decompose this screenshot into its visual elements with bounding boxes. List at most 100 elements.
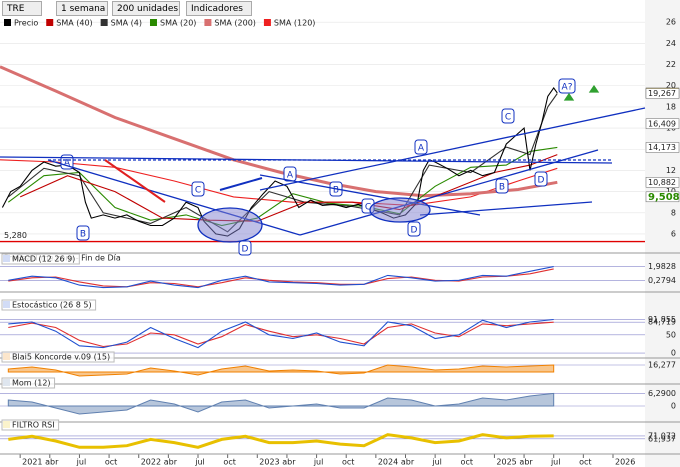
annotation: D (411, 226, 418, 236)
annotation-box (501, 108, 515, 124)
x-tick-label: jul (313, 458, 324, 467)
y-tick-label: 10 (666, 187, 676, 196)
y-tick-label: 24 (666, 39, 676, 48)
annotation: D (538, 176, 545, 186)
series-line (8, 318, 554, 349)
price-tag (645, 88, 680, 99)
y-tick-label: 61,937 (648, 434, 676, 443)
y-tick-label: 20 (666, 81, 676, 90)
annotation-box (414, 139, 428, 155)
period-select[interactable]: 1 semana (56, 1, 108, 16)
x-tick-label: jul (76, 458, 87, 467)
annotation: C (365, 203, 371, 213)
title-bg (1, 377, 56, 389)
title-bg (1, 351, 115, 363)
annotation: A? (562, 83, 573, 93)
series-line (1, 86, 558, 237)
price-tag (645, 177, 680, 188)
y-tick-label: 71,072 (648, 431, 676, 440)
x-tick-label: jul (550, 458, 561, 467)
legend-swatch (46, 19, 54, 26)
x-tick-label: 2023 (259, 458, 279, 467)
area (7, 392, 555, 415)
panel-title: Estocástico (26 8 5) (12, 301, 92, 310)
annotation-box (361, 198, 375, 214)
y-tick-label: 16 (666, 124, 676, 133)
x-tick-label: 2022 (141, 458, 161, 467)
legend-entry: SMA (120) (274, 19, 316, 28)
annotation-box (558, 78, 576, 94)
price-tag-label: 9,5086 (648, 192, 680, 203)
trendline (0, 156, 613, 164)
legend-swatch (4, 19, 11, 26)
y-tick-label: 0,2794 (648, 276, 676, 285)
panel-title: Blai5 Koncorde v.09 (15) (12, 353, 110, 362)
trendline (299, 149, 599, 236)
zone (197, 207, 263, 243)
x-tick-label: 2024 (378, 458, 398, 467)
x-tick-label: 2021 (22, 458, 42, 467)
panel-icon (3, 421, 10, 428)
trendlines (0, 84, 646, 243)
trendline (259, 107, 646, 191)
y-tick-label: 6 (671, 229, 676, 238)
series-line (8, 266, 554, 289)
price-tag (645, 142, 680, 153)
y-tick-label: 12 (666, 166, 676, 175)
y-tick-label: 0 (671, 402, 676, 411)
trendline (419, 201, 593, 216)
y-tick-label: 1,9828 (648, 262, 676, 271)
annotation: A (418, 144, 425, 154)
series-line (19, 154, 558, 222)
footer: ProRealTime.com - Fin de Día (4, 254, 121, 263)
series-line (0, 159, 558, 206)
units-select[interactable]: 200 unidades (112, 1, 180, 16)
symbol-box[interactable]: TRE (2, 1, 42, 16)
annotation-box (534, 171, 548, 187)
x-tick-label: abr (45, 458, 59, 467)
legend-swatch (204, 19, 212, 26)
series-line (7, 93, 558, 233)
x-tick-label: oct (105, 458, 117, 467)
x-tick-label: abr (401, 458, 415, 467)
annotation: D (242, 245, 249, 255)
y-tick-label: 50 (666, 330, 676, 339)
trendline (47, 159, 301, 236)
legend-entry: Precio (14, 19, 38, 28)
x-tick-label: jul (431, 458, 442, 467)
price-tag-label: 16,409 (648, 119, 676, 128)
y-tick-label: 14 (666, 145, 676, 154)
price-tag-label: 19,32 (648, 88, 671, 97)
y-tick-label: 8 (671, 208, 676, 217)
legend-entry: SMA (20) (160, 19, 196, 28)
annotation: C (195, 186, 201, 196)
area (7, 364, 555, 377)
legend-swatch (149, 19, 157, 26)
indicators-button[interactable]: Indicadores (186, 1, 252, 16)
series-line (8, 268, 554, 288)
x-tick-label: jul (194, 458, 205, 467)
legend-entry: SMA (40) (56, 19, 92, 28)
annotation: B (80, 230, 86, 240)
y-tick-label: 84,719 (648, 318, 676, 327)
title-bg (1, 299, 97, 311)
panel-icon (3, 353, 10, 360)
series-line (0, 65, 558, 198)
price-tag-label: 14,173 (648, 143, 676, 152)
x-tick-label: abr (164, 458, 178, 467)
annotation: C (505, 113, 511, 123)
x-tick-label: oct (342, 458, 354, 467)
annotation-box (60, 154, 74, 170)
arrow (104, 159, 166, 203)
y-tick-label: 6,2900 (648, 389, 676, 398)
x-tick-label: 2026 (615, 458, 635, 467)
legend-swatch (263, 19, 271, 26)
x-tick-label: 2025 (496, 458, 516, 467)
title-bg (1, 253, 80, 265)
price-tag-label: 10,882 (648, 178, 676, 187)
trendline (259, 174, 481, 216)
legend-entry: SMA (4) (111, 19, 142, 28)
annotation-box (76, 225, 90, 241)
x-tick-label: abr (519, 458, 533, 467)
